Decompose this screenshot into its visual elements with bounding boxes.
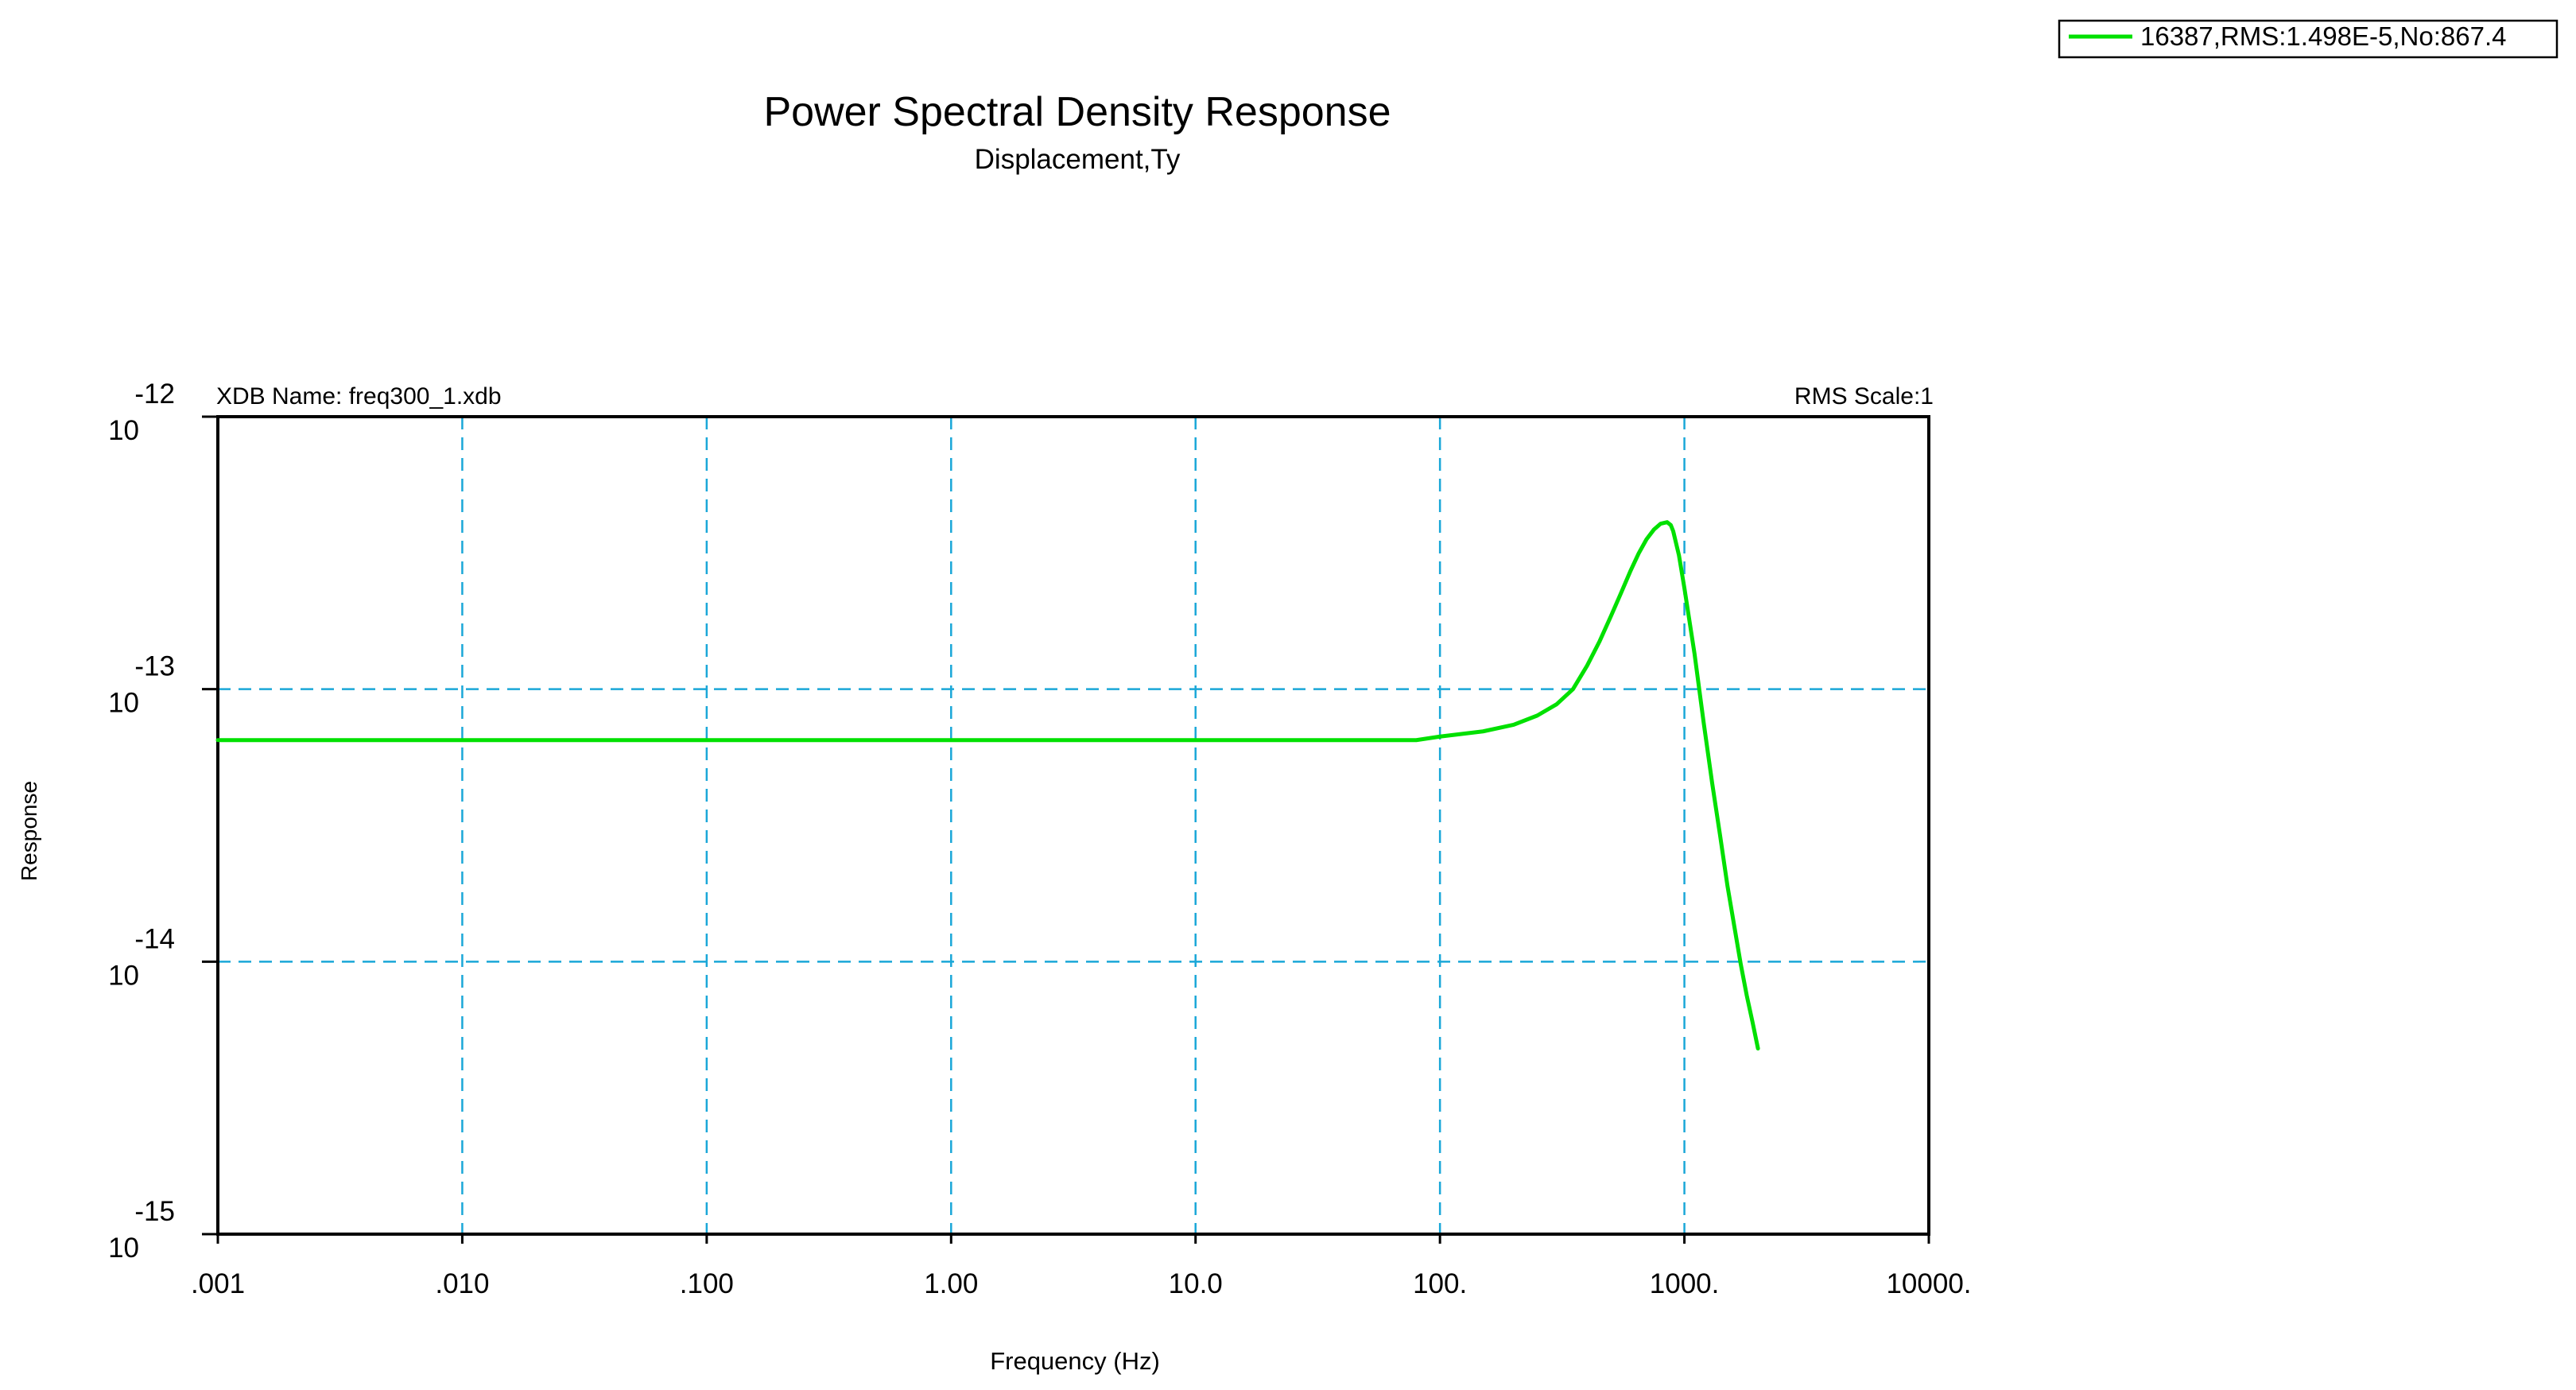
- chart-subtitle: Displacement,Ty: [975, 144, 1181, 175]
- axis-ticks: [202, 415, 1930, 1244]
- legend-box: [2058, 19, 2559, 59]
- chart-title: Power Spectral Density Response: [763, 89, 1391, 135]
- y-tick-exponent: -12: [134, 379, 175, 410]
- x-tick-label: 100.: [1413, 1268, 1467, 1299]
- series-lines: [215, 520, 1760, 1051]
- y-tick-labels: 10 -12 10 -13 10 -14 10 -15: [108, 379, 175, 1264]
- x-tick-label: .100: [680, 1268, 734, 1299]
- y-tick-exponent: -14: [134, 923, 175, 954]
- xdb-name-label: XDB Name: freq300_1.xdb: [216, 383, 502, 410]
- plot-frame: [216, 415, 1930, 1236]
- x-tick-label: 1.00: [924, 1268, 978, 1299]
- y-tick-exponent: -13: [134, 651, 175, 682]
- series-line: [215, 520, 1760, 1051]
- gridlines: [218, 417, 1929, 1234]
- x-tick-label: .010: [435, 1268, 489, 1299]
- y-tick-base: 10: [108, 688, 139, 719]
- y-tick-exponent: -15: [134, 1196, 175, 1227]
- x-tick-label: 1000.: [1650, 1268, 1720, 1299]
- x-tick-labels: .001 .010 .100 1.00 10.0 100. 1000. 10000.: [191, 1268, 1972, 1299]
- y-tick-base: 10: [108, 415, 139, 446]
- y-tick-base: 10: [108, 960, 139, 991]
- y-axis-label: Response: [17, 781, 41, 881]
- x-tick-label: 10.0: [1169, 1268, 1223, 1299]
- x-tick-label: 10000.: [1886, 1268, 1971, 1299]
- legend: 16387,RMS:1.498E-5,No:867.4: [2058, 19, 2559, 59]
- legend-label: 16387,RMS:1.498E-5,No:867.4: [2140, 21, 2506, 51]
- y-tick-base: 10: [108, 1233, 139, 1264]
- x-tick-label: .001: [191, 1268, 245, 1299]
- rms-scale-label: RMS Scale:1: [1794, 383, 1934, 410]
- x-axis-label: Frequency (Hz): [990, 1347, 1160, 1375]
